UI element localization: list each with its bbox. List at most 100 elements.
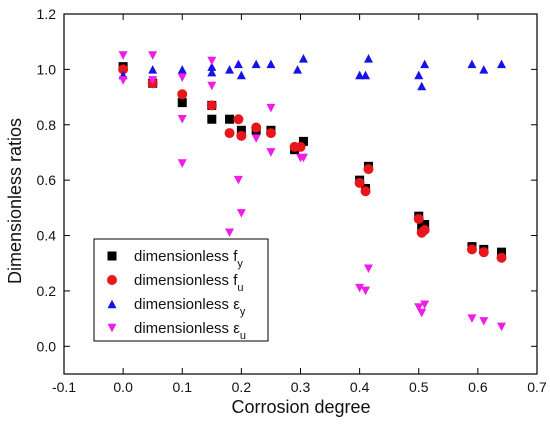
data-point <box>265 128 276 139</box>
legend-label: dimensionless εy <box>134 296 246 318</box>
data-point <box>420 219 430 229</box>
legend-label-main: dimensionless f <box>134 272 238 289</box>
legend-label: dimensionless fy <box>134 248 243 270</box>
legend-label: dimensionless fu <box>134 272 244 294</box>
data-point <box>225 65 235 74</box>
legend-label-subscript: y <box>240 306 246 318</box>
legend-label-subscript: y <box>237 258 243 270</box>
data-point <box>479 65 489 74</box>
data-point <box>236 130 247 141</box>
data-point <box>251 59 261 69</box>
data-point <box>417 81 427 91</box>
data-point <box>148 51 158 60</box>
data-point <box>118 76 128 85</box>
data-point <box>177 114 187 124</box>
data-point <box>225 228 235 238</box>
data-point <box>497 247 507 257</box>
x-axis-tick-label: 0.3 <box>291 379 311 395</box>
dimensionless-u-series <box>118 51 507 332</box>
data-point <box>414 303 424 312</box>
data-point <box>207 56 217 66</box>
y-axis-tick-label: 1.2 <box>37 6 57 22</box>
data-point <box>419 225 430 235</box>
y-axis-tick-label: 0.8 <box>37 117 57 133</box>
data-point <box>233 114 244 125</box>
y-axis-title: Dimensionless ratios <box>5 118 25 284</box>
dimensionless-y-series <box>118 54 507 91</box>
x-axis-tick-label: -0.1 <box>52 379 76 395</box>
data-point <box>206 100 217 111</box>
data-point <box>207 81 217 91</box>
data-point <box>207 62 217 71</box>
data-point <box>497 322 507 332</box>
data-point <box>295 141 306 152</box>
data-point <box>266 59 276 69</box>
data-point <box>478 247 489 258</box>
legend-marker <box>107 275 117 285</box>
y-axis-tick-label: 0.0 <box>37 338 57 354</box>
data-point <box>207 114 217 124</box>
x-axis-title: Corrosion degree <box>231 397 370 417</box>
data-point <box>361 70 371 80</box>
x-axis-tick-label: 0.2 <box>232 379 252 395</box>
data-point <box>496 252 507 263</box>
data-point <box>177 98 187 108</box>
data-point <box>420 300 430 310</box>
data-point <box>225 114 235 124</box>
data-point <box>177 159 187 168</box>
legend-label-main: dimensionless f <box>134 248 238 265</box>
data-point <box>355 283 365 293</box>
data-point <box>233 175 243 185</box>
data-point <box>298 136 308 146</box>
data-point <box>360 186 371 197</box>
data-point <box>266 103 276 113</box>
data-point <box>497 59 507 69</box>
data-point <box>467 59 477 69</box>
data-point <box>298 54 308 63</box>
legend-marker <box>107 299 117 309</box>
data-point <box>251 122 262 133</box>
dimensionless-fu-series <box>118 64 507 263</box>
y-axis-tick-label: 0.4 <box>37 228 57 244</box>
data-point <box>236 125 246 135</box>
data-point <box>466 244 477 255</box>
data-point <box>363 264 373 274</box>
legend-label-greek: ε <box>233 296 240 313</box>
data-point <box>298 153 308 163</box>
data-point <box>236 209 246 218</box>
points-layer <box>118 51 507 332</box>
data-point <box>177 65 187 74</box>
data-point <box>479 317 489 326</box>
data-point <box>118 64 129 75</box>
data-point <box>354 177 365 188</box>
data-point <box>177 89 188 100</box>
y-axis-tick-label: 0.2 <box>37 283 57 299</box>
legend-label-subscript: u <box>240 330 246 342</box>
legend-label-main: dimensionless <box>134 296 233 313</box>
data-point <box>414 70 424 80</box>
legend-marker <box>107 251 117 261</box>
data-point <box>417 308 427 318</box>
data-point <box>177 73 187 82</box>
data-point <box>361 286 371 296</box>
data-point <box>467 314 477 323</box>
data-point <box>420 59 430 69</box>
x-axis-tick-label: 0.5 <box>409 379 429 395</box>
y-axis-tick-label: 0.6 <box>37 172 57 188</box>
data-point <box>413 213 424 224</box>
data-point <box>233 59 243 69</box>
data-point <box>148 65 158 74</box>
data-point <box>148 76 158 85</box>
legend-label-main: dimensionless <box>134 320 233 337</box>
x-axis-tick-label: 0.7 <box>527 379 547 395</box>
x-axis-tick-label: 0.1 <box>173 379 193 395</box>
data-point <box>251 134 261 143</box>
axes-layer: -0.1 0.0 0.1 0.2 0.3 0.4 0.5 0.6 0.7 0.0 0.2 0.4 0.6… <box>37 6 547 395</box>
data-point <box>236 70 246 80</box>
legend-label-greek: ε <box>233 320 240 337</box>
x-axis-tick-label: 0.4 <box>350 379 370 395</box>
x-axis-tick-label: 0.0 <box>113 379 133 395</box>
